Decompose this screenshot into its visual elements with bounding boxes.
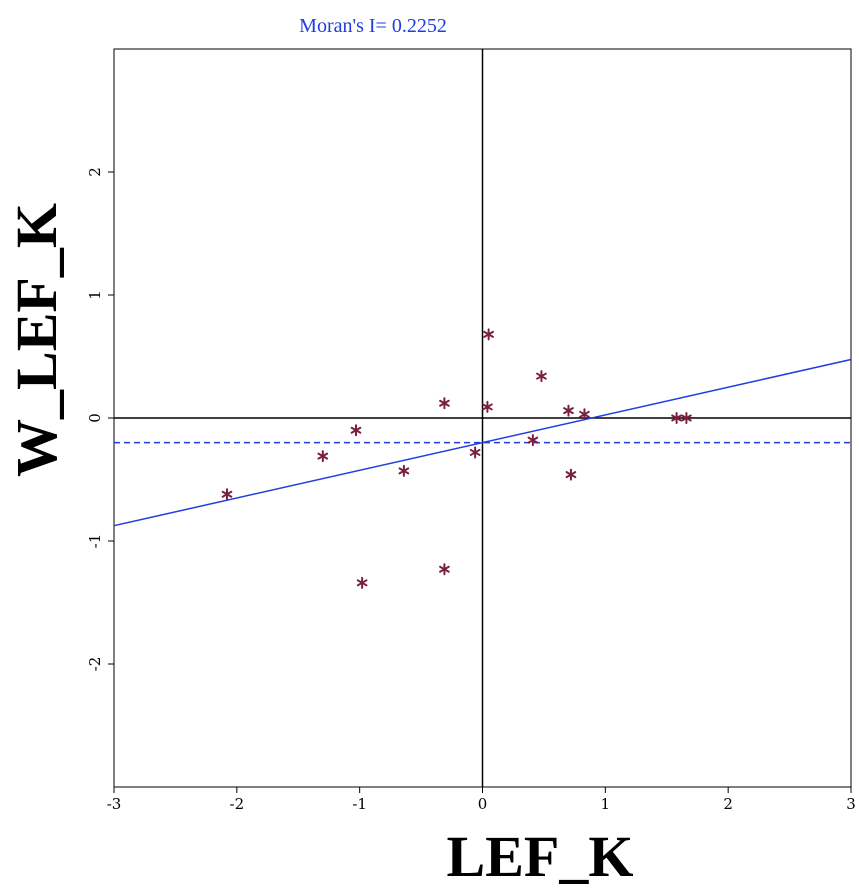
x-tick-label: -2 (230, 795, 245, 813)
data-point (221, 488, 233, 501)
x-axis-title: LEF_K (447, 824, 634, 888)
x-tick-label: 0 (478, 795, 488, 813)
data-point (563, 404, 574, 417)
chart-title: Moran's I= 0.2252 (299, 15, 447, 37)
data-point-stroke (536, 372, 547, 380)
data-point-stroke (439, 565, 450, 573)
data-point-stroke (482, 403, 493, 411)
data-point (469, 446, 481, 459)
x-tick-label: 3 (846, 795, 856, 813)
x-tick-label: -1 (352, 795, 367, 813)
y-tick-label: -2 (86, 657, 104, 672)
data-point (317, 450, 329, 463)
data-point-stroke (469, 448, 481, 456)
data-point-stroke (565, 471, 577, 479)
data-point-stroke (527, 436, 539, 444)
data-point (350, 424, 362, 437)
x-tick-label: -3 (107, 795, 122, 813)
data-point (579, 408, 590, 421)
x-tick-label: 2 (723, 795, 733, 813)
y-tick-label: -1 (86, 534, 104, 549)
data-point-stroke (317, 452, 329, 460)
data-point (439, 563, 450, 576)
data-point (527, 434, 539, 447)
data-point-stroke (681, 414, 692, 422)
data-point-stroke (398, 467, 410, 475)
y-tick-label: 0 (86, 413, 104, 423)
data-point (565, 468, 577, 481)
regression-line (113, 358, 852, 527)
data-point (681, 412, 692, 424)
data-point-stroke (579, 410, 590, 418)
plot-area: -3 -2 -1 0 1 2 3 -2 -1 0 1 2 (86, 48, 856, 813)
data-point (536, 370, 547, 383)
data-point-stroke (221, 490, 233, 498)
x-tick-label: 1 (601, 795, 611, 813)
y-tick-label: 2 (86, 167, 104, 177)
data-point-stroke (483, 330, 494, 338)
y-tick-label: 1 (86, 290, 104, 300)
data-point-stroke (356, 579, 368, 587)
data-point (439, 397, 450, 410)
y-axis-title: W_LEF_K (4, 203, 69, 477)
data-point (483, 328, 494, 341)
data-point-stroke (350, 426, 362, 434)
data-point-stroke (563, 407, 574, 415)
data-point (356, 576, 368, 589)
data-point-stroke (671, 414, 682, 422)
data-point (398, 464, 410, 477)
data-point (482, 400, 493, 413)
data-point (671, 412, 682, 424)
data-point-stroke (439, 399, 450, 407)
